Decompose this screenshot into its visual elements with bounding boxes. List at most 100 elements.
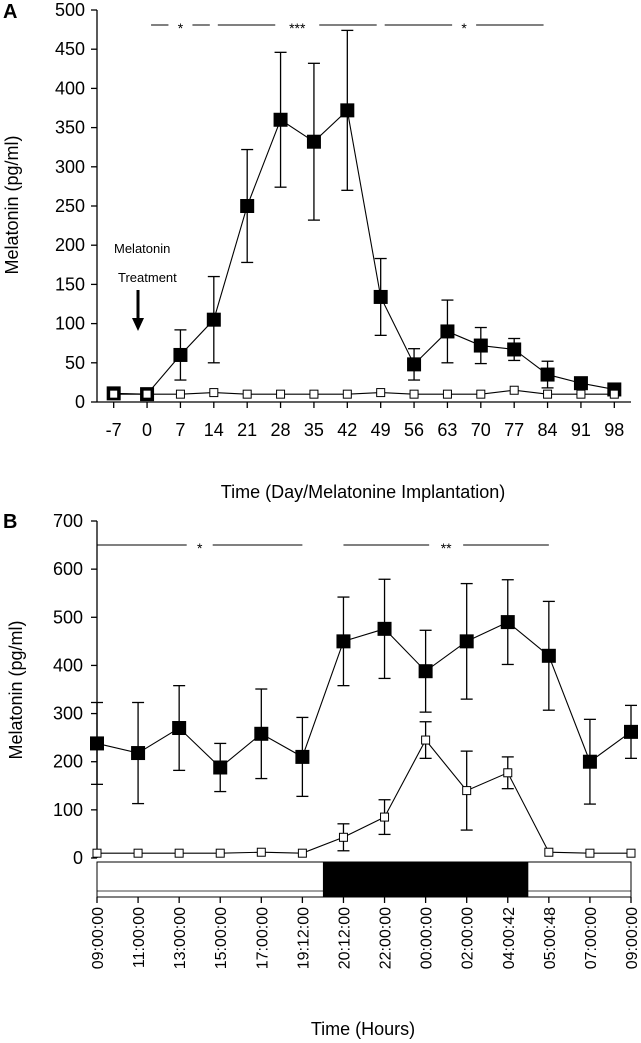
panel-b-treated-point [459,634,474,649]
panel-b-y-tick-label: 500 [53,607,83,627]
panel-b-significance-label: * [197,540,203,556]
panel-a-y-tick-label: 250 [55,196,85,216]
panel-a-series-control-line [113,389,615,395]
panel-b-x-axis-title: Time (Hours) [311,1019,415,1039]
panel-b-treated-point [254,726,269,741]
panel-b-y-tick-label: 0 [73,848,83,868]
panel-b-control-point [380,812,390,822]
panel-a-x-tick-label: 84 [538,420,558,440]
panel-a-control-point [175,389,185,399]
panel-a-y-tick-label: 50 [65,353,85,373]
panel-b-y-tick-label: 600 [53,559,83,579]
panel-a-treated-point [173,347,188,362]
panel-a-treated-point [240,199,255,213]
panel-b-x-tick-label: 19:12:00 [295,907,312,969]
panel-a-x-tick-label: 56 [404,420,424,440]
panel-b-control-point [338,832,348,842]
panel-b-control-point [421,735,431,745]
panel-a-treated-point [573,376,588,391]
panel-a-significance-label: * [461,20,467,36]
panel-a-control-point [276,389,286,399]
panel-a-x-tick-label: 21 [237,420,257,440]
panel-b-x-tick-label: 13:00:00 [172,907,189,969]
panel-b-control-point [133,848,143,858]
panel-b-x-tick-label: 02:00:00 [460,907,477,969]
panel-a-control-point [242,389,252,399]
panel-a-x-tick-label: 7 [175,420,185,440]
panel-a-control-point [409,389,419,399]
panel-a-control-point [376,388,386,398]
panel-a-y-tick-label: 0 [75,392,85,412]
panel-a-annotation-line-1: Melatonin [114,241,170,256]
panel-b-x-tick-label: 04:00:42 [501,907,518,969]
panel-a-control-point [543,389,553,399]
panel-a-x-tick-label: 42 [337,420,357,440]
panel-a-y-tick-label: 400 [55,78,85,98]
panel-a-x-tick-label: 91 [571,420,591,440]
panel-a-control-point [509,385,519,395]
panel-b-y-tick-label: 300 [53,704,83,724]
panel-b-x-tick-label: 05:00:48 [542,907,559,969]
panel-a-y-tick-label: 100 [55,314,85,334]
panel-b-control-point [215,848,225,858]
panel-a-treated-point [340,103,355,118]
panel-a-y-tick-label: 200 [55,235,85,255]
panel-b-series-treated-line [96,621,632,769]
panel-b-treated-point [418,664,433,679]
panel-a-series-treated-line [113,109,615,395]
panel-b-control-point [544,847,554,857]
panel-a-treated-point [407,357,422,372]
panel-b-control-point [256,847,266,857]
panel-b-dark-period-bar [322,862,529,897]
panel-b-control-point [462,786,472,796]
panel-a-x-tick-label: 28 [271,420,291,440]
panel-a-y-axis-title: Melatonin (pg/ml) [2,135,22,274]
panel-a-x-tick-label: 98 [604,420,624,440]
panel-a-treated-point [373,289,388,304]
panel-a-treated-point [306,134,321,149]
panel-a-x-tick-label: 63 [437,420,457,440]
panel-b-x-tick-label: 22:00:00 [378,907,395,969]
panel-b-y-tick-label: 400 [53,655,83,675]
panel-b-series-control-line [97,739,631,854]
panel-b-x-tick-label: 00:00:00 [419,907,436,969]
panel-a-y-tick-label: 500 [55,0,85,20]
panel-b-y-axis-title: Melatonin (pg/ml) [6,620,26,759]
panel-a: A Melatonin (pg/ml) Time (Day/Melatonine… [2,0,631,502]
panel-b-treated-point [295,749,310,764]
panel-b-y-tick-label: 700 [53,511,83,531]
panel-a-treated-point [273,112,288,127]
panel-b-x-tick-label: 17:00:00 [254,907,271,969]
panel-a-annotation-line-2: Treatment [118,270,177,285]
panel-a-x-tick-label: 49 [371,420,391,440]
panel-b-treated-point [131,746,146,761]
panel-a-x-tick-label: 14 [204,420,224,440]
panel-b-treated-point [213,760,228,775]
panel-b-treated-point [582,754,597,769]
panel-a-control-point [142,389,152,399]
panel-a-treated-point [507,342,522,357]
panel-b-x-tick-label: 15:00:00 [213,907,230,969]
panel-a-x-tick-label: 70 [471,420,491,440]
panel-a-x-tick-label: 77 [504,420,524,440]
panel-a-y-tick-label: 450 [55,39,85,59]
panel-a-x-axis-title: Time (Day/Melatonine Implantation) [221,482,505,502]
panel-b-control-point [585,848,595,858]
panel-a-significance-label: *** [289,20,306,36]
panel-a-y-tick-label: 350 [55,118,85,138]
panel-a-control-point [342,389,352,399]
panel-a-y-tick-label: 300 [55,157,85,177]
panel-a-treated-point [206,312,221,327]
panel-a-control-point [309,389,319,399]
panel-b-x-tick-label: 20:12:00 [336,907,353,969]
panel-b-control-point [174,848,184,858]
panel-b-treated-point [541,648,556,663]
panel-b-control-point [503,768,513,778]
panel-b-treated-point [500,615,515,630]
panel-a-x-tick-label: -7 [106,420,122,440]
panel-b-treated-point [336,634,351,649]
panel-b-treated-point [172,721,187,736]
panel-a-control-point [576,389,586,399]
panel-b-x-tick-label: 09:00:00 [624,907,641,969]
